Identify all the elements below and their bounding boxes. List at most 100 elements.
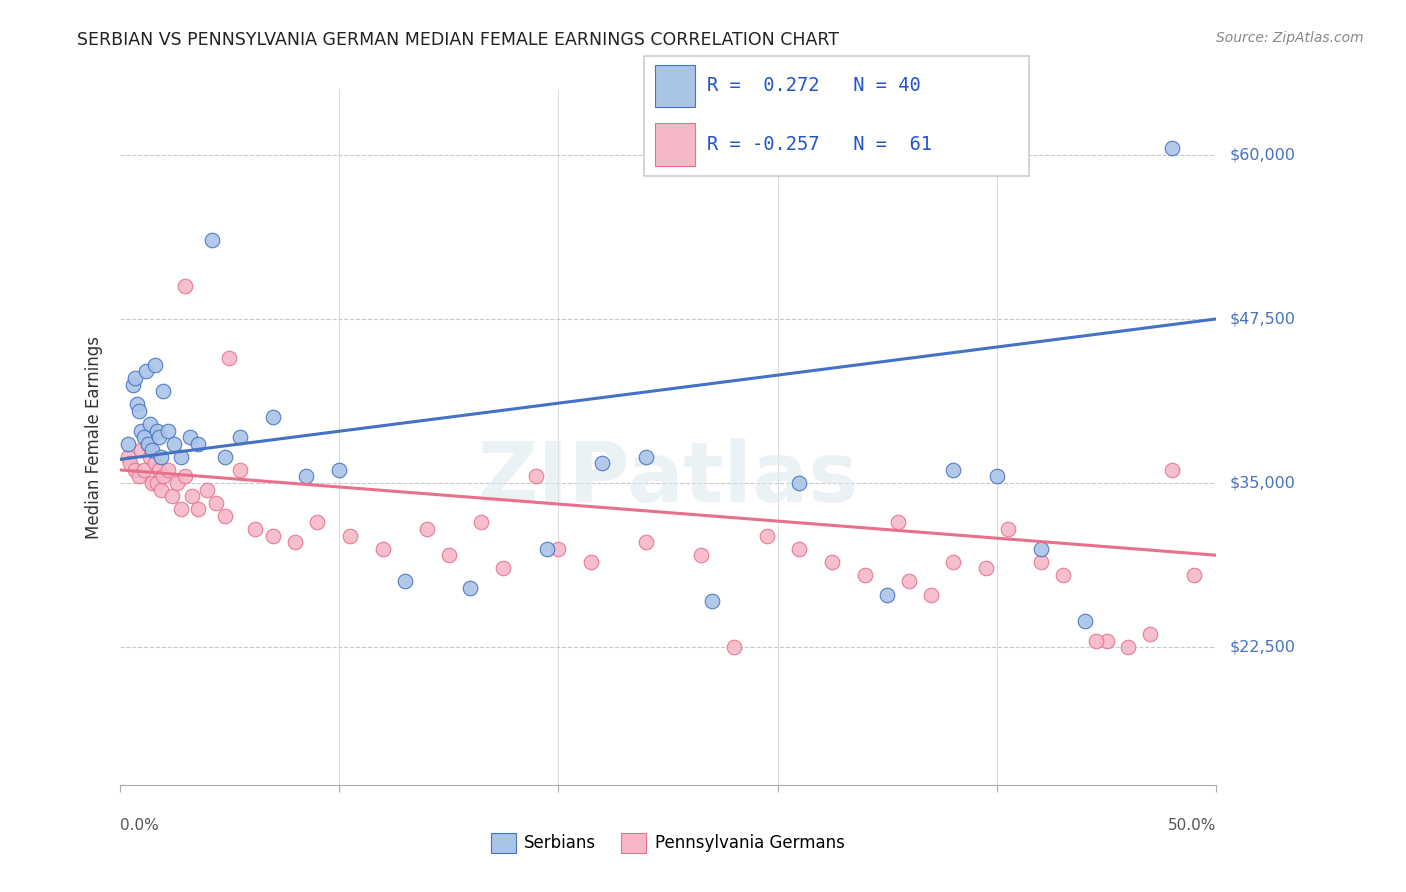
Point <box>898 574 921 589</box>
Point <box>214 450 236 464</box>
Point <box>136 436 159 450</box>
Point <box>170 450 193 464</box>
Legend: Serbians, Pennsylvania Germans: Serbians, Pennsylvania Germans <box>491 833 845 853</box>
Point <box>755 528 778 542</box>
Point <box>1118 640 1140 654</box>
Point <box>295 469 318 483</box>
Point <box>128 404 150 418</box>
Point <box>1095 633 1118 648</box>
Point <box>997 522 1019 536</box>
Point <box>150 450 173 464</box>
Point <box>371 541 394 556</box>
Point <box>132 463 155 477</box>
Point <box>131 443 153 458</box>
Point <box>974 561 997 575</box>
Text: R =  0.272   N = 40: R = 0.272 N = 40 <box>707 77 921 95</box>
Point <box>689 548 711 562</box>
Point <box>146 424 169 438</box>
Point <box>136 436 159 450</box>
Point <box>132 430 155 444</box>
Point <box>195 483 218 497</box>
Point <box>174 279 197 293</box>
Point <box>339 528 361 542</box>
Point <box>876 588 898 602</box>
Point <box>284 535 307 549</box>
Point <box>245 522 267 536</box>
Point <box>305 516 328 530</box>
Point <box>174 469 197 483</box>
Text: Source: ZipAtlas.com: Source: ZipAtlas.com <box>1216 31 1364 45</box>
Text: $47,500: $47,500 <box>1230 311 1296 326</box>
Point <box>166 476 188 491</box>
Point <box>143 456 166 470</box>
Point <box>942 463 965 477</box>
Point <box>920 588 942 602</box>
Point <box>579 555 602 569</box>
Point <box>470 516 492 530</box>
Text: $60,000: $60,000 <box>1230 147 1296 162</box>
Point <box>789 476 811 491</box>
Point <box>117 436 139 450</box>
Point <box>146 476 169 491</box>
Point <box>117 450 139 464</box>
Point <box>723 640 745 654</box>
Point <box>1139 627 1161 641</box>
Bar <box>655 123 695 166</box>
Text: $35,000: $35,000 <box>1230 475 1296 491</box>
Bar <box>655 65 695 107</box>
Point <box>170 502 193 516</box>
Text: SERBIAN VS PENNSYLVANIA GERMAN MEDIAN FEMALE EARNINGS CORRELATION CHART: SERBIAN VS PENNSYLVANIA GERMAN MEDIAN FE… <box>77 31 839 49</box>
Point <box>262 410 284 425</box>
Point <box>1161 463 1184 477</box>
Point <box>156 463 179 477</box>
Point <box>1084 633 1107 648</box>
Point <box>148 430 170 444</box>
Y-axis label: Median Female Earnings: Median Female Earnings <box>84 335 103 539</box>
Point <box>1029 555 1052 569</box>
Point <box>143 358 166 372</box>
Point <box>187 436 209 450</box>
Point <box>229 430 252 444</box>
Point <box>1029 541 1052 556</box>
Point <box>120 456 142 470</box>
Point <box>492 561 515 575</box>
Point <box>547 541 569 556</box>
Point <box>415 522 437 536</box>
Point <box>437 548 460 562</box>
Point <box>328 463 350 477</box>
Point <box>1161 141 1184 155</box>
Point <box>141 476 163 491</box>
Point <box>150 483 173 497</box>
Text: $22,500: $22,500 <box>1230 640 1296 655</box>
Point <box>141 443 163 458</box>
Text: 50.0%: 50.0% <box>1168 818 1216 833</box>
Point <box>229 463 252 477</box>
Point <box>124 463 146 477</box>
Point <box>201 233 224 247</box>
Point <box>152 469 174 483</box>
Point <box>789 541 811 556</box>
Point <box>1052 568 1074 582</box>
Point <box>591 456 613 470</box>
Point <box>942 555 965 569</box>
Point <box>121 377 143 392</box>
Point <box>634 450 657 464</box>
Point <box>139 417 162 431</box>
Point <box>139 450 162 464</box>
Text: R = -0.257   N =  61: R = -0.257 N = 61 <box>707 136 932 154</box>
Point <box>163 436 186 450</box>
Point <box>700 594 723 608</box>
Point <box>148 463 170 477</box>
Point <box>986 469 1008 483</box>
Point <box>160 489 183 503</box>
Point <box>180 489 202 503</box>
Point <box>887 516 910 530</box>
Point <box>853 568 876 582</box>
Point <box>524 469 547 483</box>
Point <box>205 496 228 510</box>
Point <box>187 502 209 516</box>
Text: ZIPatlas: ZIPatlas <box>478 438 858 519</box>
Point <box>1073 614 1095 628</box>
Point <box>1182 568 1205 582</box>
FancyBboxPatch shape <box>644 56 1029 176</box>
